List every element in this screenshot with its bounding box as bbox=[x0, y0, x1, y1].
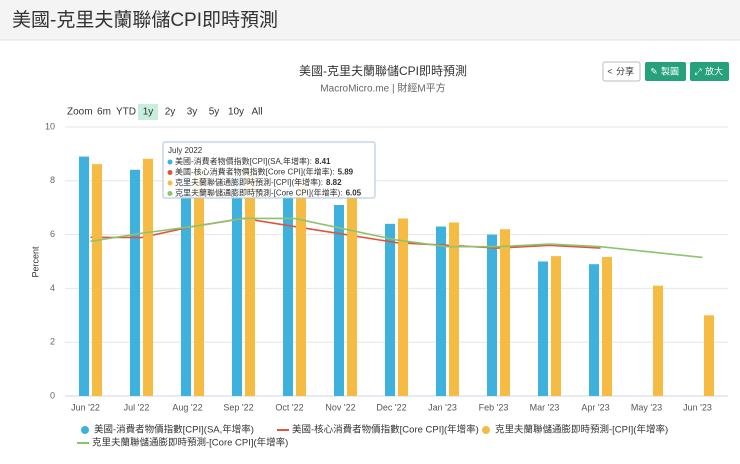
bar bbox=[296, 180, 306, 396]
page-title: 美國-克里夫蘭聯儲CPI即時預測 bbox=[12, 9, 278, 31]
tooltip-dot bbox=[167, 191, 173, 196]
y-axis-title: Percent bbox=[30, 246, 40, 278]
x-tick-label: Sep '22 bbox=[223, 402, 253, 412]
x-tick-label: Feb '23 bbox=[479, 402, 509, 412]
bar bbox=[181, 175, 191, 396]
line bbox=[90, 217, 703, 259]
legend-label[interactable]: 克里夫蘭聯儲通膨即時預測-[CPI](年增率) bbox=[495, 424, 668, 436]
x-tick-label: Dec '22 bbox=[376, 402, 406, 412]
x-tick-label: Nov '22 bbox=[325, 402, 355, 412]
zoom-option[interactable]: YTD bbox=[116, 107, 136, 118]
tooltip-row: 美國-消費者物價指數[CPI](SA,年增率): 8.41 bbox=[175, 156, 331, 166]
chart-subtitle: MacroMicro.me | 財經M平方 bbox=[320, 82, 445, 95]
share-label[interactable]: 分享 bbox=[616, 65, 634, 76]
share-button[interactable] bbox=[602, 61, 641, 82]
bar bbox=[385, 223, 395, 396]
tooltip-row: 美國-核心消費者物價指數[Core CPI](年增率): 5.89 bbox=[175, 167, 354, 177]
zoom-option[interactable]: 5y bbox=[209, 107, 220, 118]
x-tick-label: Oct '22 bbox=[275, 402, 303, 412]
x-tick-label: Aug '22 bbox=[172, 402, 202, 412]
bar bbox=[436, 226, 446, 396]
bar bbox=[589, 264, 599, 396]
tooltip-dot bbox=[167, 180, 173, 186]
y-tick-label: 0 bbox=[50, 390, 55, 400]
zoom-option[interactable]: 1y bbox=[143, 107, 154, 118]
bar bbox=[194, 172, 204, 396]
bar bbox=[232, 175, 242, 396]
tooltip-row: 克里夫蘭聯儲通膨即時預測-[Core CPI](年增率): 6.05 bbox=[175, 188, 362, 198]
y-tick-label: 2 bbox=[50, 337, 55, 347]
bar bbox=[245, 172, 255, 396]
legend-label[interactable]: 美國-消費者物價指數[CPI](SA,年增率) bbox=[94, 424, 254, 436]
bar bbox=[538, 261, 548, 396]
tooltip-label: 美國-消費者物價指數[CPI](SA,年增率): bbox=[175, 156, 312, 166]
zoom-caption: Zoom bbox=[67, 107, 93, 118]
bar bbox=[704, 315, 714, 396]
bar bbox=[347, 196, 357, 396]
zoom-label[interactable]: 放大 bbox=[705, 65, 723, 76]
zoom-option[interactable]: 6m bbox=[97, 107, 111, 118]
y-tick-label: 6 bbox=[50, 229, 55, 239]
tooltip-title: July 2022 bbox=[168, 146, 203, 155]
tooltip-label: 克里夫蘭聯儲通膨即時預測-[CPI](年增率): bbox=[175, 177, 323, 187]
draw-label[interactable]: 製圖 bbox=[661, 65, 679, 76]
zoom-icon: ⤢ bbox=[693, 66, 701, 76]
legend-label[interactable]: 克里夫蘭聯儲通膨即時預測-[Core CPI](年增率) bbox=[92, 437, 288, 449]
tooltip-label: 克里夫蘭聯儲通膨即時預測-[Core CPI](年增率): bbox=[175, 188, 343, 198]
draw-button[interactable] bbox=[645, 62, 686, 81]
bar bbox=[79, 156, 89, 396]
y-tick-label: 10 bbox=[45, 121, 55, 131]
x-tick-label: Apr '23 bbox=[581, 402, 609, 412]
legend-swatch bbox=[482, 426, 490, 434]
legend-swatch bbox=[81, 426, 89, 434]
bar bbox=[334, 205, 344, 396]
tooltip-label: 美國-核心消費者物價指數[Core CPI](年增率): bbox=[175, 167, 335, 177]
zoom-option[interactable]: 3y bbox=[187, 107, 198, 118]
tooltip-value: 6.05 bbox=[346, 189, 362, 198]
y-tick-label: 8 bbox=[50, 175, 55, 185]
x-tick-label: Jun '23 bbox=[683, 402, 712, 412]
x-tick-label: May '23 bbox=[631, 402, 662, 412]
zoom-option[interactable]: 2y bbox=[165, 107, 176, 118]
share-icon: < bbox=[607, 66, 612, 76]
x-tick-label: Jan '23 bbox=[428, 402, 457, 412]
zoom-button[interactable] bbox=[690, 62, 729, 81]
x-tick-label: Jul '22 bbox=[124, 402, 150, 412]
header-bar bbox=[0, 0, 740, 40]
bar bbox=[487, 234, 497, 396]
bar bbox=[283, 188, 293, 396]
bar bbox=[602, 256, 612, 396]
bar bbox=[398, 218, 408, 396]
tooltip-dot bbox=[167, 170, 173, 175]
zoom-option[interactable]: All bbox=[251, 107, 262, 118]
tooltip-value: 8.82 bbox=[326, 178, 342, 187]
chart-title: 美國-克里夫蘭聯儲CPI即時預測 bbox=[299, 64, 467, 78]
x-tick-label: Mar '23 bbox=[530, 402, 560, 412]
bar bbox=[130, 169, 140, 396]
bar bbox=[143, 158, 153, 396]
bar bbox=[449, 222, 459, 396]
bar bbox=[653, 285, 663, 396]
tooltip-value: 8.41 bbox=[315, 157, 331, 166]
x-tick-label: Jun '22 bbox=[71, 402, 100, 412]
y-tick-label: 4 bbox=[50, 283, 55, 293]
line bbox=[90, 217, 601, 249]
bar bbox=[92, 164, 102, 396]
legend-label[interactable]: 美國-核心消費者物價指數[Core CPI](年增率) bbox=[292, 424, 479, 436]
tooltip-value: 5.89 bbox=[338, 168, 354, 177]
draw-icon: ✎ bbox=[650, 66, 658, 76]
tooltip-row: 克里夫蘭聯儲通膨即時預測-[CPI](年增率): 8.82 bbox=[175, 177, 342, 187]
zoom-selected-bg bbox=[138, 104, 158, 120]
bar bbox=[551, 256, 561, 396]
zoom-option[interactable]: 10y bbox=[228, 107, 244, 118]
bar bbox=[500, 229, 510, 396]
tooltip-dot bbox=[167, 159, 173, 165]
tooltip-box bbox=[162, 141, 376, 199]
